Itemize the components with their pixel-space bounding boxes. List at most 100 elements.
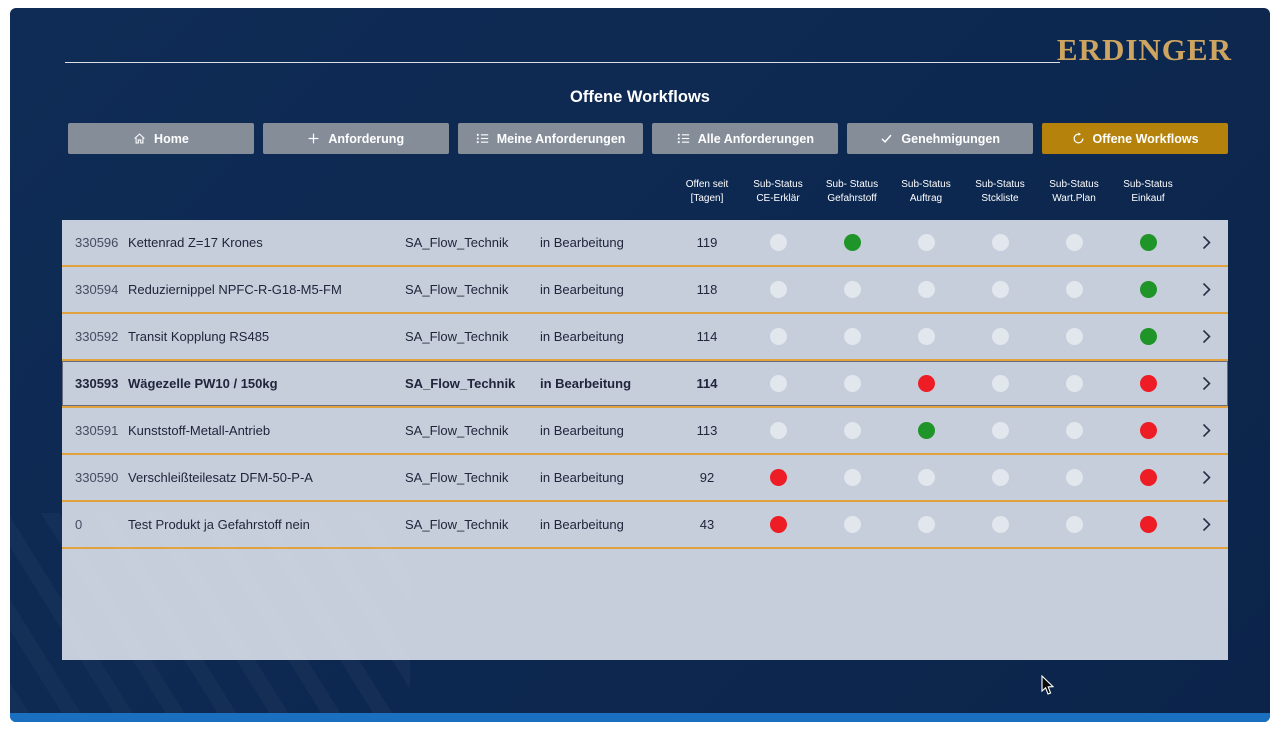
column-header-line1: Sub-Status <box>753 179 803 190</box>
table-row[interactable]: 330592 Transit Kopplung RS485 SA_Flow_Tech… <box>62 314 1228 361</box>
nav-button-alle-anforderungen[interactable]: Alle Anforderungen <box>652 123 839 154</box>
days-open: 113 <box>696 423 718 438</box>
workflow-table: 330596 Kettenrad Z=17 Krones SA_Flow_Techn… <box>62 220 1228 660</box>
table-row[interactable]: 0 Test Produkt ja Gefahrstoff nein SA_Flow… <box>62 502 1228 549</box>
nav-button-genehmigungen[interactable]: Genehmigungen <box>847 123 1034 154</box>
chevron-right-icon[interactable] <box>1185 470 1228 485</box>
status-dot-cell <box>815 469 889 486</box>
status-dot-cell <box>815 422 889 439</box>
table-row[interactable]: 330596 Kettenrad Z=17 Krones SA_Flow_Techn… <box>62 220 1228 267</box>
column-header-line1: Sub-Status <box>1049 179 1099 190</box>
status-dot-inactive <box>843 469 861 486</box>
workflow-name: Wägezelle PW10 / 150kg <box>128 376 278 391</box>
status-dot-cell <box>889 375 963 392</box>
status-dot-cell <box>741 422 815 439</box>
column-header-line1: Sub-Status <box>975 179 1025 190</box>
nav-button-anforderung[interactable]: Anforderung <box>262 123 449 154</box>
app-background: ERDINGER Offene Workflows Home Anforderun… <box>10 8 1270 722</box>
status-dot-inactive <box>769 422 787 439</box>
status-dot-cell <box>1037 516 1111 533</box>
status-dot-green <box>1139 328 1157 345</box>
status-dot-cell <box>815 281 889 298</box>
nav-button-meine-anforderungen[interactable]: Meine Anforderungen <box>457 123 644 154</box>
nav-bar: Home Anforderung Meine Anforderungen Alle A… <box>68 123 1228 154</box>
table-row[interactable]: 330594 Reduziernippel NPFC-R-G18-M5-FM SA_… <box>62 267 1228 314</box>
status-dot-cell <box>889 281 963 298</box>
chevron-right-icon[interactable] <box>1185 517 1228 532</box>
status-dot-cell <box>889 469 963 486</box>
nav-button-label: Genehmigungen <box>901 131 1001 146</box>
status-dot-inactive <box>769 328 787 345</box>
column-header-line2: CE-Erklär <box>756 192 800 204</box>
status-dot-green <box>917 422 935 439</box>
status-dot-cell <box>1111 469 1185 486</box>
mouse-cursor <box>1041 675 1055 695</box>
status-dot-inactive <box>991 469 1009 486</box>
chevron-right-icon[interactable] <box>1185 235 1228 250</box>
days-open: 114 <box>696 376 718 391</box>
column-header--tagen-: Offen seit [Tagen] <box>673 178 741 213</box>
header-spacer <box>128 178 405 213</box>
status-dot-cell <box>963 234 1037 251</box>
status-dot-cell <box>815 328 889 345</box>
nav-button-home[interactable]: Home <box>68 123 254 154</box>
workflow-status: in Bearbeitung <box>540 423 624 438</box>
status-dot-cell <box>889 422 963 439</box>
status-dot-inactive <box>843 328 861 345</box>
status-dot-red <box>1139 375 1157 392</box>
status-dot-cell <box>741 234 815 251</box>
status-dot-inactive <box>917 328 935 345</box>
status-dot-inactive <box>1065 469 1083 486</box>
status-dot-inactive <box>1065 281 1083 298</box>
chevron-right-icon[interactable] <box>1185 329 1228 344</box>
status-dot-inactive <box>1065 375 1083 392</box>
workflow-id: 330591 <box>75 423 119 438</box>
chevron-right-icon[interactable] <box>1185 376 1228 391</box>
status-dot-inactive <box>1065 516 1083 533</box>
header-spacer <box>1185 178 1228 213</box>
status-dot-inactive <box>769 234 787 251</box>
workflow-status: in Bearbeitung <box>540 329 624 344</box>
workflow-name: Reduziernippel NPFC-R-G18-M5-FM <box>128 282 342 297</box>
list-icon <box>476 132 489 145</box>
status-dot-red <box>1139 422 1157 439</box>
workflow-id: 330594 <box>75 282 119 297</box>
status-dot-red <box>769 516 787 533</box>
workflow-type: SA_Flow_Technik <box>405 470 509 485</box>
nav-button-label: Meine Anforderungen <box>496 131 626 146</box>
chevron-right-icon[interactable] <box>1185 282 1228 297</box>
column-header-auftrag: Sub-Status Auftrag <box>889 178 963 213</box>
status-dot-inactive <box>843 516 861 533</box>
status-dot-cell <box>1111 375 1185 392</box>
home-icon <box>133 132 146 145</box>
status-dot-cell <box>1037 234 1111 251</box>
column-header-line2: Stckliste <box>981 192 1019 204</box>
workflow-name: Transit Kopplung RS485 <box>128 329 270 344</box>
status-dot-cell <box>1037 422 1111 439</box>
workflow-type: SA_Flow_Technik <box>405 282 509 297</box>
workflow-id: 0 <box>75 517 83 532</box>
status-dot-inactive <box>917 234 935 251</box>
status-dot-green <box>1139 234 1157 251</box>
header-spacer <box>62 178 128 213</box>
column-header-gefahrstoff: Sub- Status Gefahrstoff <box>815 178 889 213</box>
table-row[interactable]: 330593 Wägezelle PW10 / 150kg SA_Flow_Tech… <box>62 361 1228 408</box>
column-header-line1: Sub-Status <box>1123 179 1173 190</box>
status-dot-cell <box>889 516 963 533</box>
chevron-right-icon[interactable] <box>1185 423 1228 438</box>
status-dot-cell <box>1037 281 1111 298</box>
status-dot-cell <box>889 234 963 251</box>
status-dot-inactive <box>917 516 935 533</box>
table-row[interactable]: 330591 Kunststoff-Metall-Antrieb SA_Flow_T… <box>62 408 1228 455</box>
check-icon <box>880 132 893 145</box>
column-header-ce-erklär: Sub-Status CE-Erklär <box>741 178 815 213</box>
status-dot-inactive <box>991 516 1009 533</box>
status-dot-inactive <box>1065 234 1083 251</box>
days-open: 43 <box>699 517 715 532</box>
nav-button-offene-workflows[interactable]: Offene Workflows <box>1042 123 1228 154</box>
column-header-line2: [Tagen] <box>690 192 724 204</box>
column-header-line2: Gefahrstoff <box>827 192 877 204</box>
status-dot-red <box>1139 516 1157 533</box>
table-row[interactable]: 330590 Verschleißteilesatz DFM-50-P-A SA_F… <box>62 455 1228 502</box>
column-header-line1: Sub- Status <box>825 179 879 190</box>
